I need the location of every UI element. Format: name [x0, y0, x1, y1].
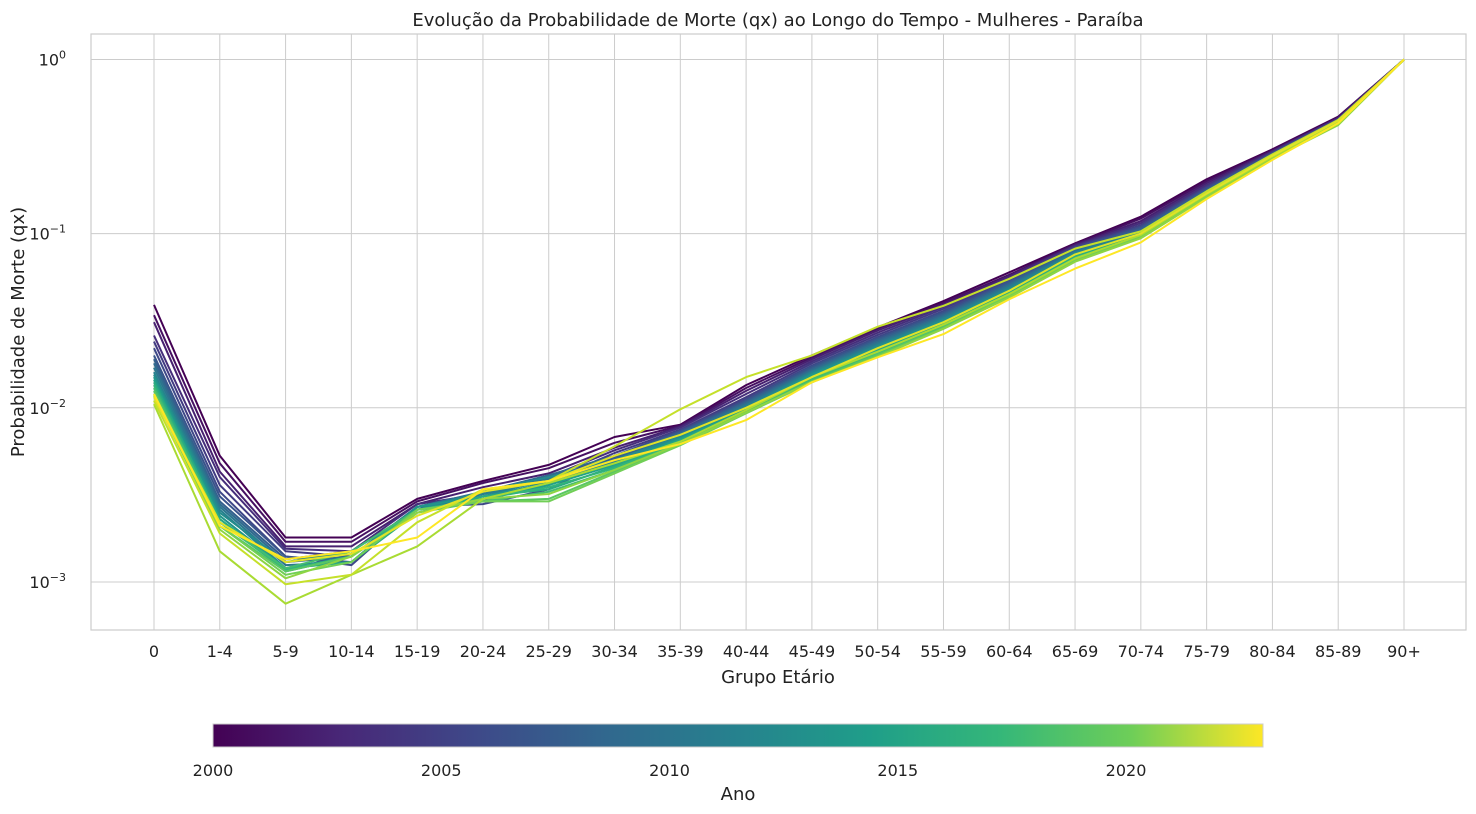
series-line-2019	[153, 58, 1405, 580]
colorbar-label: Ano	[721, 784, 756, 805]
y-axis-label: Probabilidade de Morte (qx)	[8, 207, 29, 457]
series-line-2015	[153, 58, 1405, 571]
colorbar-tick-label: 2005	[421, 761, 462, 780]
series-line-2009	[153, 58, 1405, 567]
x-tick-label: 80-84	[1249, 642, 1296, 661]
x-tick-label: 40-44	[723, 642, 770, 661]
series-line-2005	[153, 58, 1405, 567]
x-tick-label: 0	[149, 642, 159, 661]
colorbar-tick-label: 2010	[649, 761, 690, 780]
y-tick-label: 10−2	[29, 397, 66, 418]
x-tick-label: 65-69	[1052, 642, 1099, 661]
x-tick-label: 10-14	[328, 642, 375, 661]
series-line-2011	[153, 58, 1405, 564]
grid	[91, 34, 1466, 630]
colorbar-ticks: 2000 2005 2010 2015 2020	[193, 761, 1147, 780]
series-lines	[153, 58, 1405, 605]
colorbar-tick-label: 2020	[1106, 761, 1147, 780]
series-line-2004	[153, 58, 1405, 558]
x-tick-label: 90+	[1387, 642, 1421, 661]
series-line-2000	[153, 58, 1405, 539]
x-tick-label: 5-9	[273, 642, 299, 661]
series-line-2008	[153, 58, 1405, 564]
x-tick-label: 25-29	[525, 642, 572, 661]
x-axis-label: Grupo Etário	[721, 667, 835, 688]
series-line-2007	[153, 58, 1405, 561]
series-line-2006	[153, 58, 1405, 564]
y-tick-label: 100	[39, 48, 66, 69]
x-tick-label: 85-89	[1315, 642, 1362, 661]
colorbar-tick-label: 2000	[193, 761, 234, 780]
x-tick-label: 70-74	[1118, 642, 1165, 661]
series-line-2014	[153, 58, 1405, 570]
y-tick-label: 10−3	[29, 571, 66, 592]
x-tick-label: 75-79	[1183, 642, 1230, 661]
x-tick-label: 15-19	[394, 642, 441, 661]
series-line-2022	[153, 58, 1405, 564]
series-line-2001	[153, 58, 1405, 543]
y-tick-label: 10−1	[29, 223, 66, 244]
colorbar-tick-label: 2015	[877, 761, 918, 780]
series-line-2002	[153, 58, 1405, 548]
series-line-2010	[153, 58, 1405, 570]
series-line-2018	[153, 58, 1405, 576]
x-tick-label: 20-24	[460, 642, 507, 661]
series-line-2013	[153, 58, 1405, 573]
x-tick-label: 35-39	[657, 642, 704, 661]
series-line-2003	[153, 58, 1405, 553]
series-line-2021	[153, 58, 1405, 586]
x-tick-label: 30-34	[591, 642, 638, 661]
colorbar	[212, 723, 1264, 748]
series-line-2012	[153, 58, 1405, 570]
chart-title: Evolução da Probabilidade de Morte (qx) …	[412, 10, 1143, 31]
y-axis-ticks: 10−3 10−2 10−1 100	[29, 48, 66, 592]
x-tick-label: 60-64	[986, 642, 1033, 661]
x-tick-label: 1-4	[207, 642, 233, 661]
plot-frame	[90, 33, 1467, 631]
x-tick-label: 45-49	[789, 642, 836, 661]
x-tick-label: 50-54	[854, 642, 901, 661]
x-axis-ticks: 0 1-4 5-9 10-14 15-19 20-24 25-29 30-34 35-39 40-…	[149, 642, 1421, 661]
series-line-2020	[153, 58, 1405, 605]
series-line-2016	[153, 58, 1405, 570]
series-line-2017	[153, 58, 1405, 573]
x-tick-label: 55-59	[920, 642, 967, 661]
series-line-2023	[153, 58, 1405, 561]
